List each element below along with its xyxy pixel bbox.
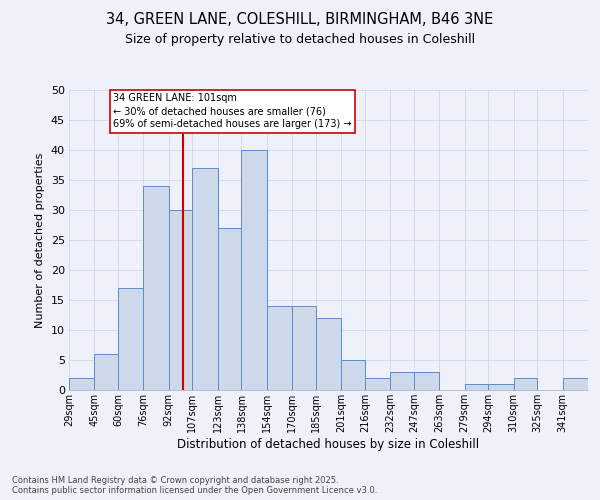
Text: Size of property relative to detached houses in Coleshill: Size of property relative to detached ho… (125, 32, 475, 46)
Bar (365, 378, 390, 390)
Bar (514, 378, 538, 390)
Bar (464, 384, 488, 390)
Bar (292, 306, 316, 390)
Bar (563, 378, 588, 390)
Bar (169, 210, 193, 390)
X-axis label: Distribution of detached houses by size in Coleshill: Distribution of detached houses by size … (178, 438, 479, 450)
Y-axis label: Number of detached properties: Number of detached properties (35, 152, 45, 328)
Text: 34, GREEN LANE, COLESHILL, BIRMINGHAM, B46 3NE: 34, GREEN LANE, COLESHILL, BIRMINGHAM, B… (106, 12, 494, 28)
Bar (267, 306, 292, 390)
Bar (94, 354, 118, 390)
Text: 34 GREEN LANE: 101sqm
← 30% of detached houses are smaller (76)
69% of semi-deta: 34 GREEN LANE: 101sqm ← 30% of detached … (113, 93, 352, 130)
Bar (341, 360, 365, 390)
Bar (390, 372, 414, 390)
Bar (69, 378, 94, 390)
Bar (316, 318, 341, 390)
Bar (218, 228, 241, 390)
Bar (241, 150, 267, 390)
Bar (488, 384, 514, 390)
Bar (193, 168, 218, 390)
Text: Contains HM Land Registry data © Crown copyright and database right 2025.
Contai: Contains HM Land Registry data © Crown c… (12, 476, 377, 495)
Bar (118, 288, 143, 390)
Bar (414, 372, 439, 390)
Bar (143, 186, 169, 390)
